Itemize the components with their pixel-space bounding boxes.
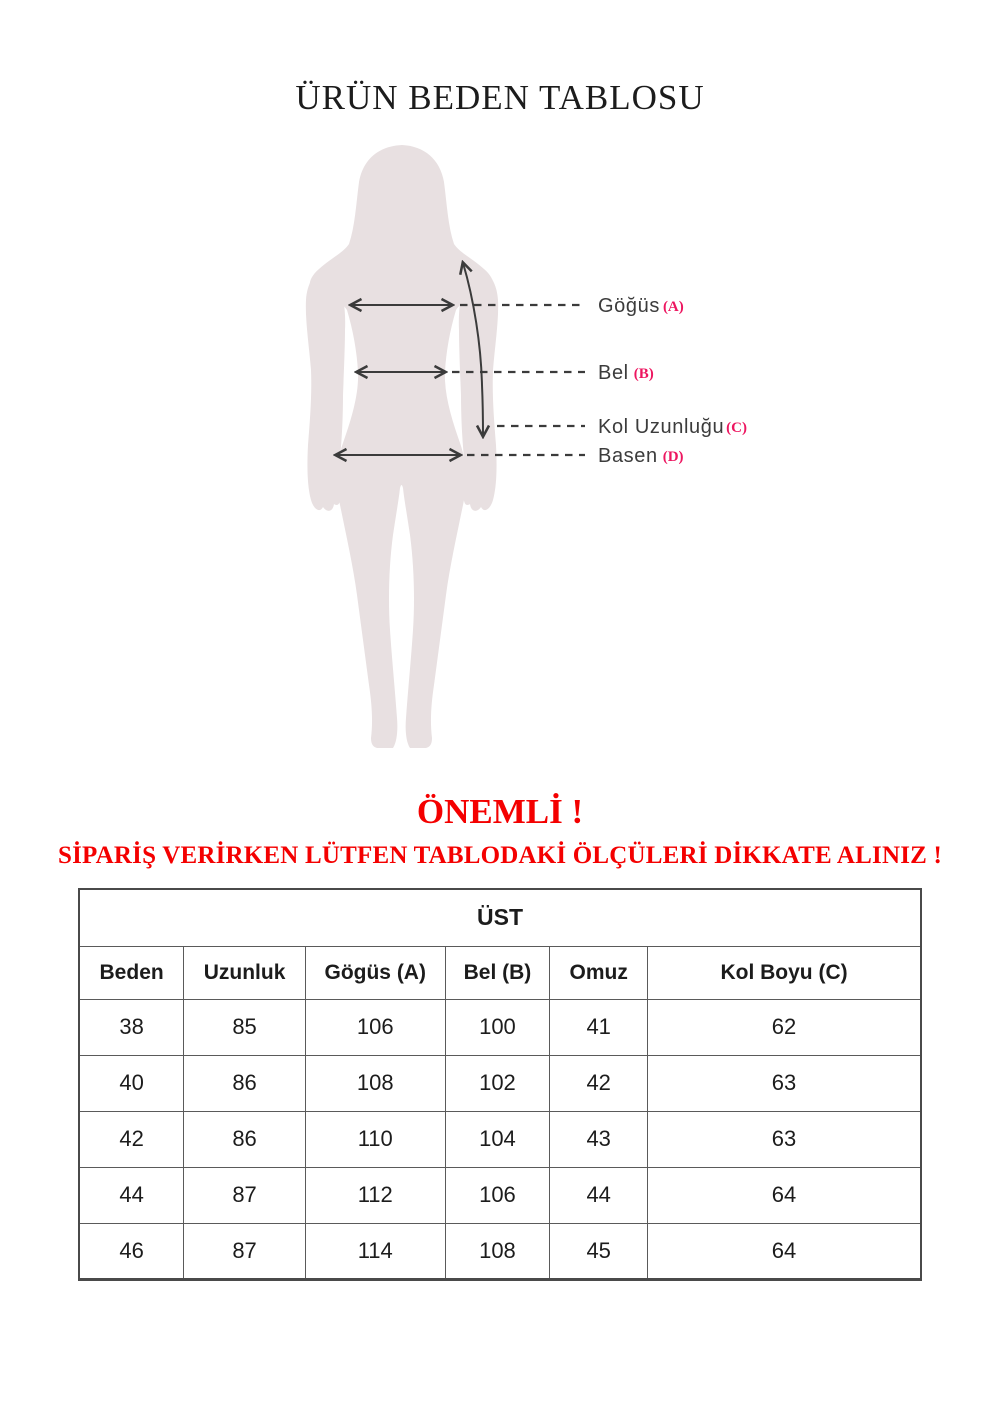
arm-length-arrow <box>463 263 585 436</box>
warning-text: SİPARİŞ VERİRKEN LÜTFEN TABLODAKİ ÖLÇÜLE… <box>58 842 942 869</box>
table-cell: 43 <box>549 1110 649 1168</box>
body-measurement-diagram: Göğüs (A) Bel (B) Kol Uzunluğu (C) Basen (D) <box>305 145 747 748</box>
table-cell: 64 <box>647 1166 922 1224</box>
column-header-omuz: Omuz <box>549 945 649 1000</box>
table-cell: 64 <box>647 1222 922 1280</box>
table-cell: 104 <box>444 1110 551 1168</box>
table-cell: 63 <box>647 1110 922 1168</box>
table-cell: 114 <box>304 1222 446 1280</box>
column-header-row: Beden Uzunluk Gögüs (A) Bel (B) Omuz Kol… <box>78 945 922 1000</box>
table-cell: 44 <box>549 1166 649 1224</box>
table-cell: 100 <box>444 998 551 1056</box>
column-header-kol-boyu: Kol Boyu (C) <box>647 945 922 1000</box>
measurement-key-a: (A) <box>663 299 684 315</box>
measurement-label-hip: Basen (D) <box>598 445 684 467</box>
measurement-label-waist: Bel (B) <box>598 362 654 384</box>
table-row: 44 87 112 106 44 64 <box>78 1166 922 1224</box>
column-header-bel: Bel (B) <box>444 945 551 1000</box>
measurement-label-chest: Göğüs (A) <box>598 295 684 317</box>
table-cell: 87 <box>183 1222 306 1280</box>
important-heading: ÖNEMLİ ! <box>416 792 584 831</box>
group-header-row: ÜST <box>78 888 922 947</box>
table-cell: 106 <box>444 1166 551 1224</box>
column-header-uzunluk: Uzunluk <box>183 945 306 1000</box>
measurement-key-b: (B) <box>634 366 654 382</box>
table-cell: 86 <box>183 1054 306 1112</box>
page-title: ÜRÜN BEDEN TABLOSU <box>295 78 705 117</box>
column-header-gogus: Gögüs (A) <box>304 945 446 1000</box>
table-cell: 110 <box>304 1110 446 1168</box>
size-table: ÜST Beden Uzunluk Gögüs (A) Bel (B) Omuz… <box>78 888 922 1281</box>
table-cell: 44 <box>78 1166 185 1224</box>
measurement-key-d: (D) <box>663 449 684 465</box>
table-cell: 45 <box>549 1222 649 1280</box>
table-cell: 87 <box>183 1166 306 1224</box>
table-cell: 63 <box>647 1054 922 1112</box>
table-cell: 38 <box>78 998 185 1056</box>
table-row: 46 87 114 108 45 64 <box>78 1222 922 1280</box>
table-row: 40 86 108 102 42 63 <box>78 1054 922 1112</box>
group-header-cell: ÜST <box>78 888 922 947</box>
table-cell: 108 <box>304 1054 446 1112</box>
table-cell: 46 <box>78 1222 185 1280</box>
measurement-key-c: (C) <box>726 420 747 436</box>
column-header-beden: Beden <box>78 945 185 1000</box>
female-silhouette <box>305 145 499 748</box>
table-cell: 40 <box>78 1054 185 1112</box>
table-cell: 42 <box>549 1054 649 1112</box>
table-cell: 86 <box>183 1110 306 1168</box>
table-cell: 112 <box>304 1166 446 1224</box>
table-cell: 85 <box>183 998 306 1056</box>
measurement-label-arm: Kol Uzunluğu (C) <box>598 416 747 438</box>
table-cell: 106 <box>304 998 446 1056</box>
table-cell: 42 <box>78 1110 185 1168</box>
table-cell: 102 <box>444 1054 551 1112</box>
table-row: 38 85 106 100 41 62 <box>78 998 922 1056</box>
table-cell: 62 <box>647 998 922 1056</box>
table-cell: 41 <box>549 998 649 1056</box>
table-cell: 108 <box>444 1222 551 1280</box>
table-row: 42 86 110 104 43 63 <box>78 1110 922 1168</box>
